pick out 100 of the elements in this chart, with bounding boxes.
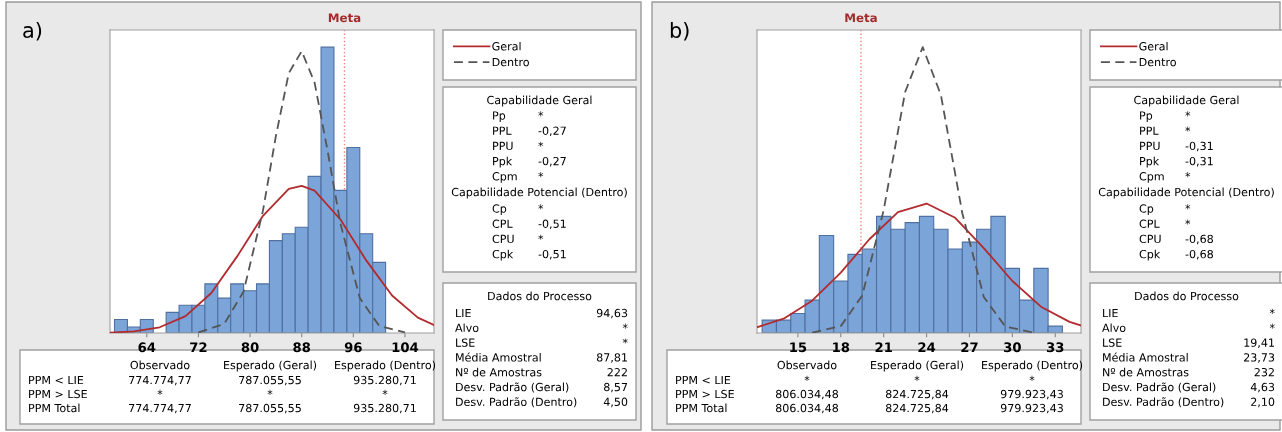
category-label: Alvo: [1102, 323, 1126, 333]
text: 774.774,77: [129, 403, 191, 414]
category-label: Esperado (Geral): [871, 360, 964, 372]
x-tick-label: 104: [392, 342, 419, 353]
category-label: Esperado (Dentro): [335, 360, 436, 372]
text: Dados do Processo: [1135, 291, 1239, 301]
category-label: CPL: [492, 219, 513, 228]
category-label: Pp: [1140, 111, 1153, 122]
text: -0,68: [1185, 249, 1213, 260]
x-tick-label: 27: [961, 342, 978, 353]
text: *: [804, 375, 810, 381]
category-label: Média Amostral: [456, 352, 541, 362]
category-label: PPM > LSE: [676, 389, 734, 399]
text: -0,27: [538, 156, 566, 167]
text: 787.055,55: [239, 375, 301, 386]
category-label: PPM Total: [676, 403, 727, 413]
category-label: PPU: [493, 141, 513, 151]
x-tick-label: 88: [293, 342, 311, 353]
chart-title: b): [670, 21, 689, 41]
text: -0,31: [1185, 141, 1213, 152]
x-tick-label: 18: [833, 342, 850, 353]
category-label: LSE: [456, 338, 475, 347]
text: -0,51: [538, 219, 566, 230]
text: 806.034,48: [775, 389, 839, 400]
text: *: [1185, 204, 1191, 210]
text: 935.280,71: [353, 403, 416, 414]
category-label: Cp: [492, 204, 507, 215]
text: *: [538, 234, 544, 240]
category-label: PPU: [1140, 141, 1160, 151]
category-label: Média Amostral: [1103, 352, 1188, 362]
text: Capabilidade Geral: [487, 95, 592, 107]
category-label: Cpk: [492, 249, 514, 261]
text: *: [1185, 126, 1191, 132]
text: *: [1185, 111, 1191, 117]
text: 787.055,55: [239, 403, 301, 414]
category-label: Esperado (Geral): [224, 360, 317, 372]
text: 222: [607, 368, 627, 377]
ref-line-label: Meta: [328, 13, 361, 23]
text: *: [157, 389, 163, 395]
text: Capabilidade Potencial (Dentro): [1098, 187, 1274, 199]
text: *: [1269, 323, 1275, 329]
legend-label: Dentro: [1139, 57, 1176, 67]
category-label: Ppk: [493, 156, 513, 168]
text: 979.923,43: [1000, 403, 1063, 414]
text: *: [538, 172, 544, 178]
text: 87,81: [596, 353, 627, 363]
text: 8,57: [604, 382, 628, 393]
category-label: Alvo: [455, 323, 479, 333]
text: 4,50: [603, 397, 628, 408]
text: 824.725,84: [885, 389, 949, 400]
chart-title: a): [23, 21, 42, 41]
category-label: Cp: [1139, 204, 1154, 215]
x-tick-label: 15: [790, 342, 807, 353]
text: 232: [1254, 368, 1274, 377]
text: -0,68: [1185, 234, 1213, 245]
category-label: Esperado (Dentro): [982, 360, 1083, 372]
text: Capabilidade Potencial (Dentro): [451, 187, 627, 199]
x-tick-label: 24: [918, 342, 936, 353]
x-tick-label: 72: [190, 342, 207, 353]
category-label: CPU: [492, 234, 514, 244]
ref-line-label: Meta: [845, 13, 877, 23]
category-label: Nº de Amostras: [456, 367, 542, 377]
category-label: Cpm: [1139, 172, 1164, 183]
category-label: Observado: [130, 360, 190, 370]
legend-label: Geral: [492, 41, 521, 51]
text: -0,51: [538, 249, 566, 260]
text: 94,63: [596, 308, 628, 319]
category-label: PPM < LIE: [29, 375, 84, 385]
category-label: Ppk: [1140, 156, 1160, 168]
category-label: PPM Total: [29, 403, 80, 413]
category-label: PPL: [493, 126, 512, 135]
text: *: [914, 375, 920, 381]
text: *: [538, 111, 544, 117]
text: 774.774,77: [129, 375, 191, 386]
category-label: Cpk: [1139, 249, 1161, 261]
legend-label: Dentro: [492, 57, 529, 67]
text: 935.280,71: [353, 375, 416, 386]
x-tick-label: 30: [1004, 342, 1021, 353]
text: Dados do Processo: [488, 291, 592, 301]
category-label: LSE: [1103, 338, 1122, 347]
category-label: Nº de Amostras: [1103, 367, 1189, 377]
category-label: CPL: [1139, 219, 1160, 228]
text: 23,73: [1244, 353, 1275, 363]
x-tick-label: 96: [344, 342, 362, 353]
text: -0,27: [538, 126, 566, 137]
text: Capabilidade Geral: [1134, 95, 1239, 107]
category-label: Desv. Padrão (Geral): [456, 382, 569, 393]
text: 806.034,48: [775, 403, 839, 414]
text: *: [538, 204, 544, 210]
category-label: Desv. Padrão (Dentro): [1103, 397, 1224, 408]
text: *: [622, 338, 628, 344]
text: 824.725,84: [885, 403, 949, 414]
category-label: CPU: [1139, 234, 1161, 244]
text: *: [1185, 172, 1191, 178]
text: *: [622, 323, 628, 329]
category-label: PPL: [1140, 126, 1159, 135]
category-label: PPM > LSE: [29, 389, 87, 399]
category-label: Desv. Padrão (Geral): [1103, 382, 1216, 393]
category-label: Pp: [493, 111, 506, 122]
x-tick-label: 80: [241, 342, 259, 353]
